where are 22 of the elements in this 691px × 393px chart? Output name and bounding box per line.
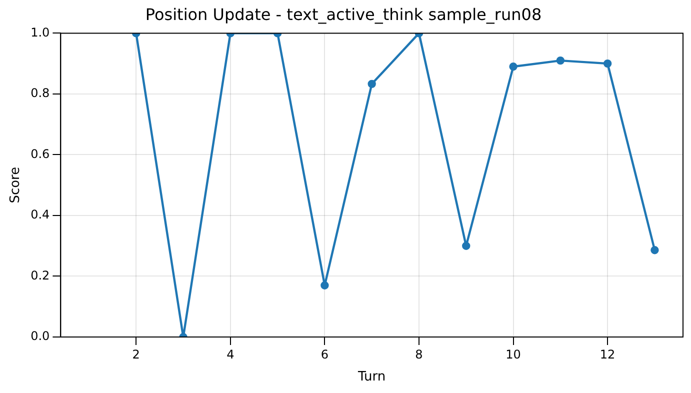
point: [368, 80, 376, 88]
point: [462, 242, 470, 250]
y-tick-label: 0.0: [30, 329, 50, 344]
x-axis-title: Turn: [357, 370, 386, 385]
chart-title: Position Update - text_active_think sample_run08: [145, 4, 542, 24]
y-tick-label: 0.6: [30, 146, 50, 161]
x-tick-label: 2: [132, 347, 140, 362]
point: [320, 281, 329, 290]
point: [603, 59, 612, 68]
y-tick-label: 0.8: [30, 86, 50, 100]
x-tick-label: 6: [320, 347, 329, 362]
point: [556, 56, 565, 65]
y-axis-title: Score: [8, 166, 24, 204]
point: [509, 62, 518, 71]
y-tick-label: 0.4: [30, 208, 50, 222]
x-tick-label: 12: [600, 347, 616, 362]
x-tick-label: 8: [415, 347, 423, 362]
y-tick-label: 1.0: [30, 25, 50, 40]
x-tick-label: 4: [226, 347, 234, 362]
point: [650, 246, 659, 254]
y-tick-label: 0.2: [30, 268, 50, 282]
x-tick-label: 10: [506, 347, 521, 362]
